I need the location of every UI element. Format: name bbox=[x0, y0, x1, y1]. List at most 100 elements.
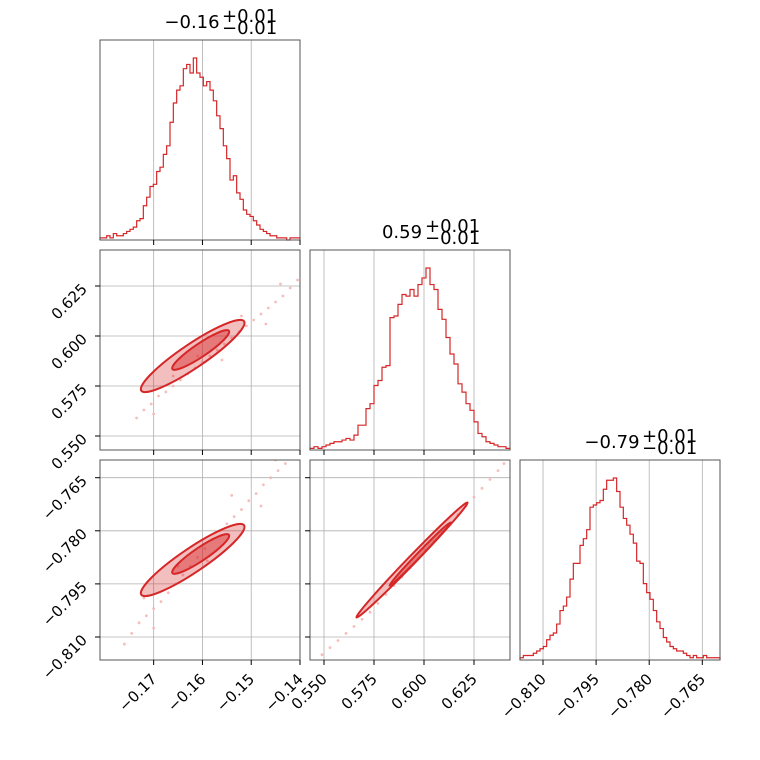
panel-title-2: −0.79 bbox=[584, 432, 639, 453]
scatter-point bbox=[171, 374, 175, 378]
title-plus: +0.01 bbox=[222, 6, 277, 27]
scatter-point bbox=[164, 390, 168, 394]
title-minus: −0.01 bbox=[222, 18, 277, 39]
contour-outer bbox=[139, 318, 246, 394]
scatter-point bbox=[344, 632, 348, 635]
axes-frame bbox=[309, 459, 511, 661]
scatter-point bbox=[254, 492, 258, 496]
x-tick-label: −0.16 bbox=[164, 670, 209, 715]
scatter-point bbox=[247, 499, 251, 503]
scatter-point bbox=[288, 286, 292, 290]
scatter-point bbox=[502, 462, 506, 465]
scatter-point bbox=[205, 559, 209, 563]
title-minus: −0.01 bbox=[425, 228, 480, 249]
scatter-point bbox=[296, 278, 299, 282]
histogram-panel-0: −0.16 +0.01−0.01 bbox=[99, 6, 301, 245]
scatter-point bbox=[225, 522, 229, 526]
scatter-point bbox=[230, 493, 234, 497]
scatter-point bbox=[262, 483, 265, 487]
scatter-point bbox=[196, 354, 199, 358]
axes-frame bbox=[99, 249, 301, 451]
scatter-point bbox=[281, 294, 285, 298]
axes-frame bbox=[99, 39, 301, 241]
scatter-panel-0-2: −0.810−0.795−0.780−0.765 bbox=[39, 459, 301, 683]
scatter-point bbox=[360, 617, 364, 621]
scatter-point bbox=[222, 342, 226, 346]
scatter-point bbox=[142, 408, 146, 412]
y-tick-label: −0.765 bbox=[39, 472, 91, 524]
histogram-0 bbox=[99, 57, 301, 241]
scatter-point bbox=[276, 469, 280, 473]
scatter-point bbox=[137, 621, 141, 625]
scatter-point bbox=[122, 642, 126, 646]
scatter-point bbox=[171, 384, 175, 388]
scatter-point bbox=[259, 312, 263, 316]
scatter-point bbox=[488, 478, 492, 481]
contour-inner bbox=[171, 329, 231, 371]
y-tick-label: 0.625 bbox=[48, 280, 91, 323]
contour-inner bbox=[171, 533, 231, 575]
scatter-point bbox=[196, 555, 199, 559]
scatter-point bbox=[130, 632, 134, 635]
histogram-panel-2: −0.79 +0.01−0.01 bbox=[519, 426, 721, 665]
scatter-point bbox=[166, 591, 170, 595]
scatter-panel-1-2 bbox=[305, 459, 511, 665]
scatter-point bbox=[376, 601, 380, 605]
scatter-point bbox=[279, 282, 282, 286]
scatter-point bbox=[320, 653, 324, 657]
scatter-point bbox=[152, 607, 156, 611]
histogram-1 bbox=[309, 267, 511, 450]
contour-outer bbox=[139, 522, 246, 598]
x-tick-label: −0.810 bbox=[498, 670, 550, 722]
axes-frame bbox=[519, 459, 721, 661]
y-tick-label: −0.780 bbox=[39, 525, 91, 577]
scatter-point bbox=[159, 600, 163, 603]
panel-title-0: −0.16 bbox=[164, 12, 219, 33]
y-tick-label: −0.795 bbox=[39, 578, 91, 630]
scatter-point bbox=[264, 322, 268, 326]
scatter-point bbox=[283, 462, 287, 465]
scatter-point bbox=[149, 402, 153, 406]
scatter-point bbox=[328, 646, 332, 650]
scatter-point bbox=[336, 639, 340, 642]
histogram-panel-1: 0.59 +0.01−0.01 bbox=[309, 216, 511, 455]
axes-frame bbox=[309, 249, 511, 451]
axes-frame bbox=[99, 459, 301, 661]
scatter-point bbox=[215, 348, 219, 352]
scatter-point bbox=[181, 573, 185, 577]
scatter-point bbox=[480, 486, 484, 490]
x-tick-label: 0.600 bbox=[388, 670, 431, 713]
scatter-point bbox=[240, 508, 243, 511]
y-tick-label: −0.810 bbox=[39, 631, 91, 683]
title-plus: +0.01 bbox=[642, 426, 697, 447]
scatter-point bbox=[266, 306, 270, 310]
scatter-point bbox=[152, 626, 156, 630]
scatter-point bbox=[157, 394, 160, 398]
scatter-point bbox=[472, 495, 476, 499]
x-tick-label: 0.625 bbox=[438, 670, 481, 713]
x-tick-label: 0.575 bbox=[338, 670, 381, 713]
scatter-point bbox=[240, 314, 243, 318]
x-tick-label: −0.795 bbox=[551, 670, 603, 722]
title-minus: −0.01 bbox=[642, 438, 697, 459]
scatter-point bbox=[152, 412, 156, 416]
scatter-point bbox=[144, 614, 148, 618]
scatter-panel-0-1: 0.550 0.575 0.600 0.625 bbox=[48, 249, 301, 473]
panel-title-1: 0.59 bbox=[382, 222, 422, 243]
histogram-2 bbox=[519, 477, 721, 660]
scatter-point bbox=[496, 469, 500, 473]
scatter-point bbox=[203, 547, 207, 550]
scatter-point bbox=[352, 624, 356, 628]
y-tick-label: 0.550 bbox=[48, 430, 91, 473]
x-tick-label: −0.765 bbox=[657, 670, 709, 722]
y-tick-label: 0.600 bbox=[48, 330, 91, 373]
scatter-point bbox=[274, 300, 278, 304]
scatter-point bbox=[259, 504, 263, 508]
x-tick-label: −0.17 bbox=[115, 670, 160, 715]
scatter-point bbox=[244, 324, 248, 328]
scatter-point bbox=[142, 596, 146, 600]
scatter-point bbox=[220, 358, 224, 362]
scatter-point bbox=[368, 610, 372, 614]
scatter-point bbox=[208, 354, 212, 358]
